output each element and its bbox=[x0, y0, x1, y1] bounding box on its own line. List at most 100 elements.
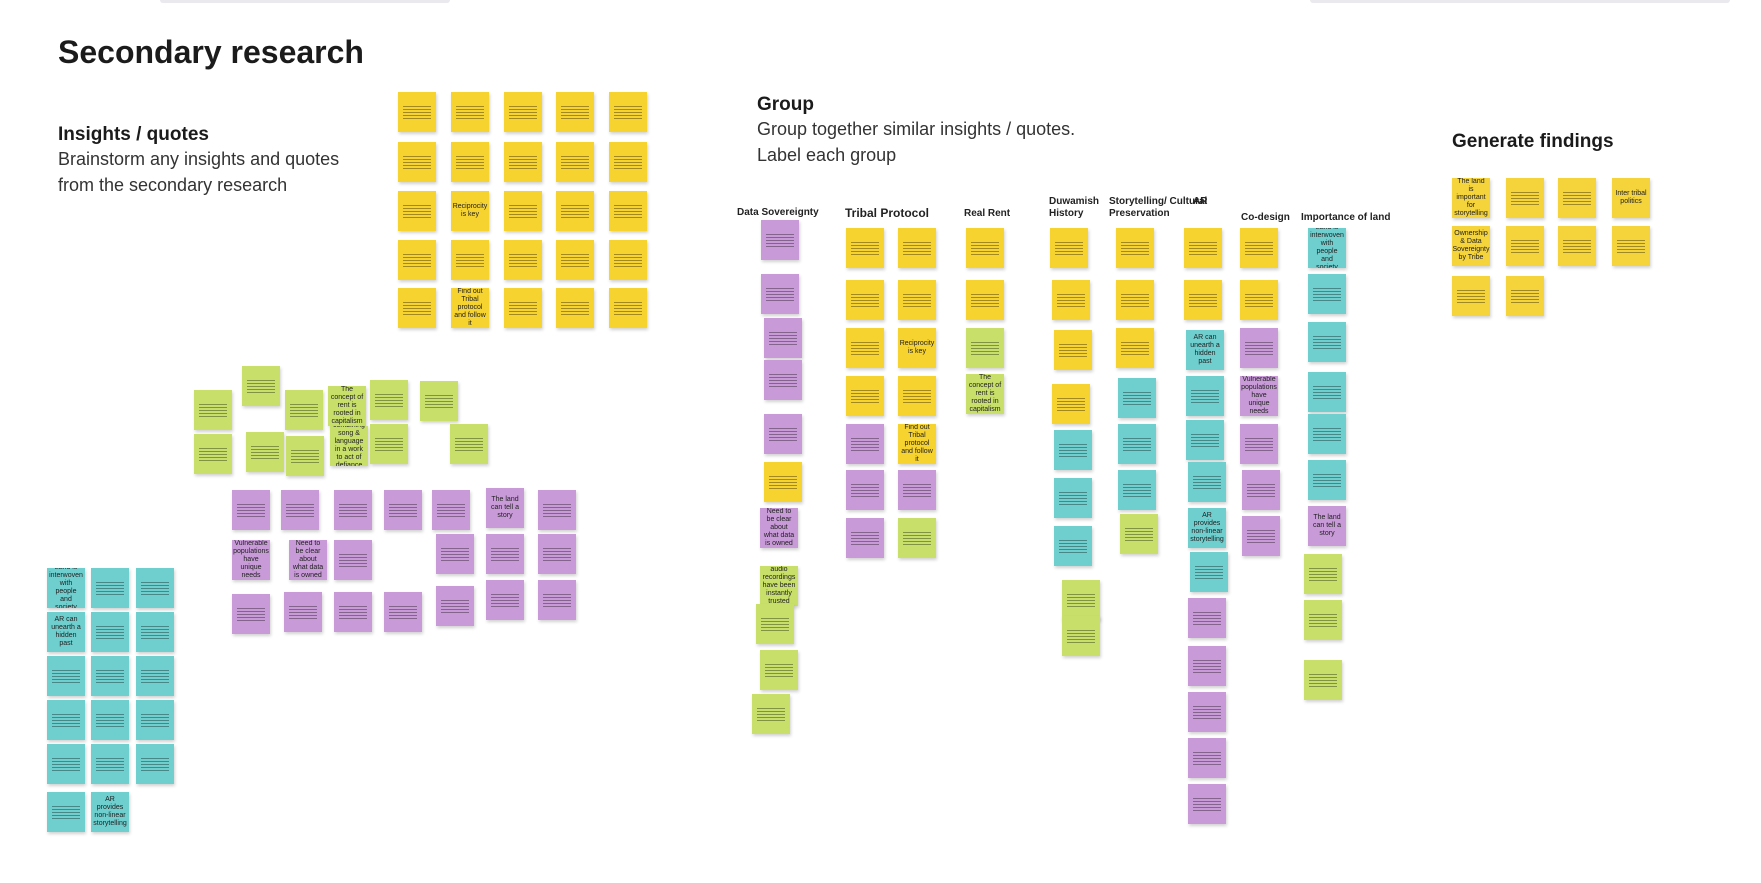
sticky-note[interactable] bbox=[1308, 274, 1346, 314]
sticky-note[interactable] bbox=[846, 518, 884, 558]
sticky-note[interactable] bbox=[398, 191, 436, 231]
sticky-note[interactable] bbox=[556, 191, 594, 231]
sticky-note[interactable] bbox=[450, 424, 488, 464]
sticky-note[interactable] bbox=[1242, 516, 1280, 556]
sticky-note[interactable] bbox=[384, 592, 422, 632]
sticky-note[interactable] bbox=[504, 288, 542, 328]
sticky-note[interactable] bbox=[1240, 424, 1278, 464]
sticky-note[interactable] bbox=[286, 436, 324, 476]
sticky-note[interactable] bbox=[1062, 616, 1100, 656]
sticky-note-ownership[interactable]: Ownership & Data Sovereignty by Tribe bbox=[1452, 226, 1490, 266]
sticky-note[interactable] bbox=[1050, 228, 1088, 268]
sticky-note[interactable] bbox=[47, 700, 85, 740]
sticky-note[interactable] bbox=[966, 328, 1004, 368]
sticky-note[interactable] bbox=[1118, 424, 1156, 464]
sticky-note[interactable] bbox=[436, 586, 474, 626]
sticky-note[interactable] bbox=[284, 592, 322, 632]
sticky-note[interactable] bbox=[556, 288, 594, 328]
sticky-note[interactable] bbox=[1188, 646, 1226, 686]
sticky-note[interactable] bbox=[1242, 470, 1280, 510]
sticky-note[interactable] bbox=[281, 490, 319, 530]
sticky-note[interactable] bbox=[898, 518, 936, 558]
sticky-note[interactable] bbox=[898, 228, 936, 268]
sticky-note[interactable] bbox=[504, 240, 542, 280]
sticky-note[interactable] bbox=[1054, 526, 1092, 566]
sticky-note[interactable] bbox=[1612, 226, 1650, 266]
sticky-note[interactable] bbox=[1308, 322, 1346, 362]
sticky-note[interactable] bbox=[436, 534, 474, 574]
sticky-note[interactable] bbox=[136, 612, 174, 652]
sticky-note[interactable] bbox=[136, 700, 174, 740]
sticky-note[interactable] bbox=[846, 328, 884, 368]
sticky-note[interactable] bbox=[194, 434, 232, 474]
sticky-note[interactable] bbox=[1184, 228, 1222, 268]
sticky-note[interactable] bbox=[398, 92, 436, 132]
sticky-note[interactable] bbox=[556, 142, 594, 182]
sticky-note[interactable] bbox=[1062, 580, 1100, 620]
sticky-note-land-interwoven[interactable]: Land is interwoven with people and socie… bbox=[1308, 228, 1346, 268]
sticky-note[interactable] bbox=[91, 612, 129, 652]
sticky-note[interactable] bbox=[1558, 226, 1596, 266]
sticky-note[interactable] bbox=[1190, 552, 1228, 592]
sticky-note[interactable] bbox=[486, 534, 524, 574]
sticky-note[interactable] bbox=[47, 656, 85, 696]
sticky-note[interactable] bbox=[285, 390, 323, 430]
sticky-note-find-tribal[interactable]: Find out Tribal protocol and follow it bbox=[898, 424, 936, 464]
sticky-note-combining[interactable]: combining song & language in a work to a… bbox=[330, 426, 368, 466]
sticky-note[interactable] bbox=[1308, 414, 1346, 454]
sticky-note[interactable] bbox=[1304, 554, 1342, 594]
sticky-note[interactable] bbox=[451, 92, 489, 132]
sticky-note[interactable] bbox=[1186, 420, 1224, 460]
sticky-note-reciprocity[interactable]: Reciprocity is key bbox=[451, 191, 489, 231]
sticky-note[interactable] bbox=[764, 462, 802, 502]
sticky-note[interactable] bbox=[398, 288, 436, 328]
sticky-note[interactable] bbox=[1506, 276, 1544, 316]
sticky-note[interactable] bbox=[898, 280, 936, 320]
sticky-note[interactable] bbox=[761, 220, 799, 260]
sticky-note[interactable] bbox=[1120, 514, 1158, 554]
sticky-note[interactable] bbox=[1188, 738, 1226, 778]
sticky-note-find-tribal[interactable]: Find out Tribal protocol and follow it bbox=[451, 288, 489, 328]
sticky-note[interactable] bbox=[764, 318, 802, 358]
sticky-note[interactable] bbox=[91, 700, 129, 740]
sticky-note[interactable] bbox=[136, 656, 174, 696]
sticky-note[interactable] bbox=[538, 534, 576, 574]
sticky-note[interactable] bbox=[91, 656, 129, 696]
sticky-note[interactable] bbox=[1304, 660, 1342, 700]
sticky-note-inter-tribal[interactable]: Inter tribal politics bbox=[1612, 178, 1650, 218]
sticky-note[interactable] bbox=[1188, 692, 1226, 732]
sticky-note[interactable] bbox=[232, 490, 270, 530]
sticky-note-vulnerable[interactable]: Vulnerable populations have unique needs bbox=[232, 540, 270, 580]
sticky-note[interactable] bbox=[1188, 462, 1226, 502]
sticky-note[interactable] bbox=[242, 366, 280, 406]
sticky-note[interactable] bbox=[136, 744, 174, 784]
sticky-note[interactable] bbox=[760, 650, 798, 690]
sticky-note[interactable] bbox=[966, 228, 1004, 268]
sticky-note-ar-nonlinear[interactable]: AR provides non-linear storytelling bbox=[1188, 508, 1226, 548]
sticky-note[interactable] bbox=[609, 288, 647, 328]
sticky-note[interactable] bbox=[898, 470, 936, 510]
sticky-note[interactable] bbox=[370, 380, 408, 420]
sticky-note[interactable] bbox=[556, 240, 594, 280]
sticky-note[interactable] bbox=[398, 142, 436, 182]
sticky-note[interactable] bbox=[609, 142, 647, 182]
sticky-note[interactable] bbox=[1116, 228, 1154, 268]
sticky-note-ar-hidden[interactable]: AR can unearth a hidden past bbox=[1186, 330, 1224, 370]
sticky-note[interactable] bbox=[1188, 598, 1226, 638]
sticky-note[interactable] bbox=[898, 376, 936, 416]
sticky-note[interactable] bbox=[752, 694, 790, 734]
sticky-note[interactable] bbox=[451, 142, 489, 182]
sticky-note[interactable] bbox=[334, 490, 372, 530]
sticky-note[interactable] bbox=[846, 280, 884, 320]
sticky-note[interactable] bbox=[246, 432, 284, 472]
sticky-note[interactable] bbox=[756, 604, 794, 644]
sticky-note[interactable] bbox=[1506, 226, 1544, 266]
sticky-note[interactable] bbox=[761, 274, 799, 314]
sticky-note-need-clear[interactable]: Need to be clear about what data is owne… bbox=[289, 540, 327, 580]
sticky-note[interactable] bbox=[420, 381, 458, 421]
sticky-note[interactable] bbox=[91, 744, 129, 784]
sticky-note[interactable] bbox=[47, 744, 85, 784]
sticky-note[interactable] bbox=[1308, 372, 1346, 412]
sticky-note[interactable] bbox=[1240, 280, 1278, 320]
sticky-note[interactable] bbox=[1116, 280, 1154, 320]
